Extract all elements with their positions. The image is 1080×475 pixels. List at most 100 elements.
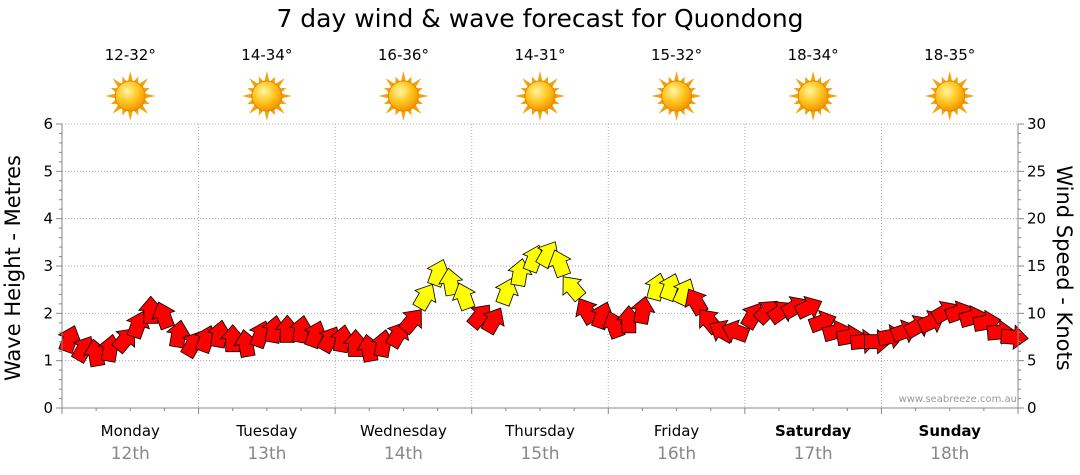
sun-ray bbox=[795, 104, 805, 114]
day-temp: 15-32° bbox=[651, 46, 702, 64]
sun-disc bbox=[387, 80, 419, 112]
y2-tick-label: 10 bbox=[1027, 304, 1046, 322]
sun-ray bbox=[241, 93, 253, 99]
sun-ray bbox=[127, 110, 133, 121]
sun-ray bbox=[418, 93, 429, 99]
sun-icon bbox=[651, 71, 702, 121]
sun-ray bbox=[947, 110, 953, 121]
labels: 0 1 2 3 4 5 6 0 5 10 15 20 25 30 Monday 12th Tuesday 13th… bbox=[43, 115, 1046, 464]
y2-tick-label: 30 bbox=[1027, 115, 1046, 133]
sun-ray bbox=[412, 78, 422, 88]
y2-tick-label: 20 bbox=[1027, 210, 1046, 228]
sun-ray bbox=[412, 104, 422, 114]
wind-arrow bbox=[721, 319, 751, 344]
day-date: 16th bbox=[657, 444, 696, 464]
sun-ray bbox=[932, 78, 941, 88]
sun-ray bbox=[821, 78, 831, 88]
sun-disc bbox=[661, 80, 693, 112]
day-date: 12th bbox=[111, 444, 150, 464]
sun-ray bbox=[658, 104, 668, 114]
sun-ray bbox=[810, 110, 816, 121]
sun-icon bbox=[378, 71, 429, 121]
day-temp: 14-34° bbox=[241, 46, 292, 64]
axes bbox=[56, 123, 1024, 414]
sun-icon bbox=[924, 71, 975, 121]
sun-disc bbox=[934, 80, 966, 112]
y-tick-label: 2 bbox=[43, 304, 53, 322]
day-name: Sunday bbox=[919, 422, 982, 440]
sun-disc bbox=[797, 80, 829, 112]
sun-ray bbox=[788, 93, 799, 99]
sun-ray bbox=[651, 93, 662, 99]
day-name: Monday bbox=[101, 422, 160, 440]
sun-ray bbox=[401, 71, 406, 82]
sun-ray bbox=[522, 104, 532, 114]
sun-ray bbox=[685, 104, 695, 114]
sun-ray bbox=[401, 110, 406, 121]
y2-tick-label: 5 bbox=[1027, 352, 1037, 370]
sun-ray bbox=[112, 104, 122, 114]
sun-icon bbox=[515, 71, 565, 121]
sun-disc bbox=[114, 80, 146, 112]
sun-ray bbox=[105, 93, 116, 99]
sun-ray bbox=[281, 93, 292, 99]
wind-arrow bbox=[412, 283, 437, 312]
y-tick-label: 3 bbox=[43, 257, 53, 275]
wind-arrow bbox=[451, 282, 477, 312]
sun-ray bbox=[264, 110, 270, 121]
wind-arrow bbox=[397, 309, 422, 336]
sun-ray bbox=[249, 104, 259, 114]
sun-ray bbox=[821, 104, 831, 114]
wind-arrow bbox=[793, 295, 823, 320]
sun-ray bbox=[537, 110, 543, 121]
wind-arrow bbox=[494, 277, 519, 307]
sun-ray bbox=[795, 78, 805, 88]
day-temp: 12-32° bbox=[105, 46, 156, 64]
sun-ray bbox=[810, 71, 816, 82]
wind-arrow bbox=[206, 319, 233, 349]
wind-arrow bbox=[630, 295, 656, 325]
sun-ray bbox=[658, 78, 668, 88]
day-date: 15th bbox=[520, 444, 559, 464]
sun-disc bbox=[524, 80, 556, 112]
sun-ray bbox=[537, 71, 543, 82]
y2-axis-label: Wind Speed - Knots bbox=[1052, 165, 1076, 370]
day-temp: 18-35° bbox=[924, 46, 975, 64]
sun-ray bbox=[827, 93, 839, 99]
sun-ray bbox=[127, 71, 133, 82]
sun-ray bbox=[691, 93, 702, 99]
sun-ray bbox=[515, 93, 526, 99]
sun-ray bbox=[554, 93, 565, 99]
sun-ray bbox=[378, 93, 389, 99]
day-name: Saturday bbox=[775, 422, 852, 440]
wind-arrow bbox=[615, 305, 642, 334]
sun-ray bbox=[674, 71, 679, 82]
wind-arrows-series bbox=[57, 241, 1029, 368]
day-name: Tuesday bbox=[235, 422, 297, 440]
wind-arrow bbox=[480, 307, 505, 336]
day-temp: 14-31° bbox=[514, 46, 565, 64]
sun-ray bbox=[249, 78, 259, 88]
wind-arrow bbox=[562, 276, 587, 303]
wind-arrow bbox=[684, 288, 709, 317]
sun-ray bbox=[685, 78, 695, 88]
day-date: 14th bbox=[384, 444, 423, 464]
sun-disc bbox=[251, 80, 283, 112]
sun-ray bbox=[674, 110, 679, 121]
sun-ray bbox=[964, 93, 975, 99]
wind-arrow bbox=[547, 249, 572, 279]
day-date: 17th bbox=[794, 444, 833, 464]
sun-ray bbox=[385, 104, 395, 114]
wind-arrow bbox=[329, 324, 356, 354]
y-tick-label: 0 bbox=[43, 399, 53, 417]
wind-arrow bbox=[233, 329, 259, 359]
sun-ray bbox=[112, 78, 122, 88]
wind-arrow bbox=[151, 301, 176, 331]
day-date: 18th bbox=[930, 444, 969, 464]
y-tick-label: 6 bbox=[43, 115, 53, 133]
sun-ray bbox=[145, 93, 156, 99]
y-tick-label: 1 bbox=[43, 352, 53, 370]
day-name: Wednesday bbox=[360, 422, 447, 440]
y2-tick-label: 15 bbox=[1027, 257, 1046, 275]
